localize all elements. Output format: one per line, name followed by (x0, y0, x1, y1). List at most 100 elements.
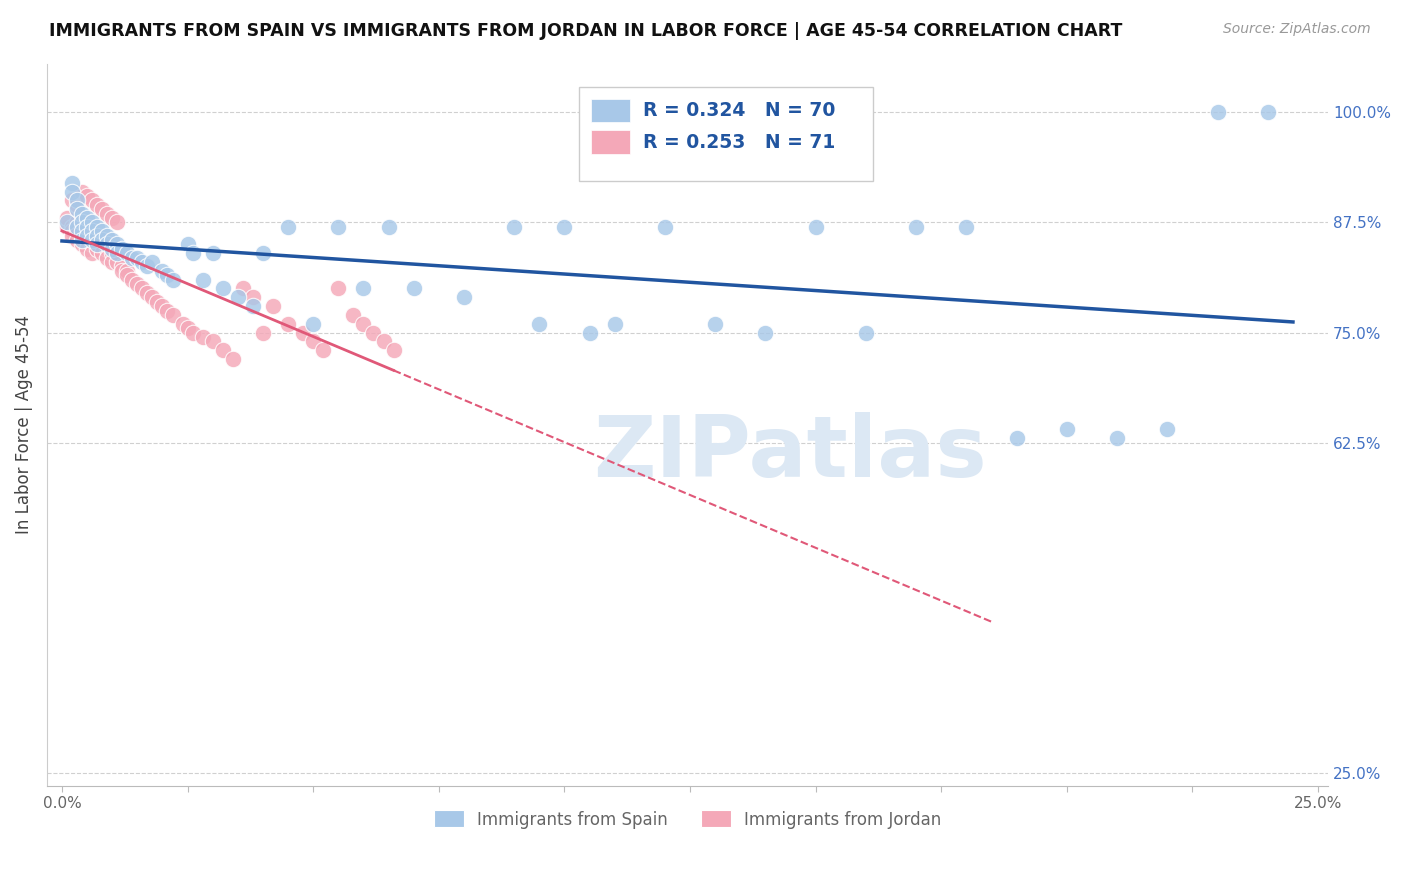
Point (70, 207, 93, 221)
Point (76, 219, 98, 234)
Point (86, 219, 108, 234)
Point (141, 290, 163, 304)
Bar (592, 99, 630, 122)
Text: R = 0.253   N = 71: R = 0.253 N = 71 (643, 133, 835, 152)
Point (262, 299, 284, 313)
Point (162, 308, 184, 322)
Point (127, 251, 149, 265)
Point (70, 215, 93, 229)
Point (277, 219, 299, 234)
Point (96, 237, 118, 252)
Point (131, 255, 153, 269)
Point (242, 299, 264, 313)
Point (328, 219, 350, 234)
Point (578, 326, 600, 340)
Point (86, 228, 108, 243)
Point (86, 233, 108, 247)
Point (136, 285, 159, 300)
Point (70, 233, 93, 247)
Point (754, 326, 776, 340)
Point (82, 233, 104, 247)
Point (105, 237, 128, 252)
Point (91, 246, 114, 260)
Point (76, 242, 98, 256)
Point (66, 233, 89, 247)
Point (292, 326, 315, 340)
Point (312, 343, 335, 357)
Text: Source: ZipAtlas.com: Source: ZipAtlas.com (1223, 22, 1371, 37)
Point (96, 228, 118, 243)
Point (86, 198, 108, 212)
Point (181, 326, 204, 340)
Point (242, 290, 264, 304)
Point (76, 189, 98, 203)
Point (60, 194, 83, 208)
Point (60, 176, 83, 190)
Point (66, 194, 89, 208)
Legend: Immigrants from Spain, Immigrants from Jordan: Immigrants from Spain, Immigrants from J… (427, 804, 948, 835)
Point (91, 202, 114, 217)
Point (70, 185, 93, 199)
Point (162, 273, 184, 287)
Point (382, 343, 405, 357)
Point (76, 228, 98, 243)
Point (176, 321, 198, 335)
Point (60, 219, 83, 234)
Point (1257, 105, 1279, 120)
Point (855, 326, 877, 340)
Point (352, 317, 374, 331)
Point (101, 233, 124, 247)
Point (117, 264, 139, 278)
Point (111, 242, 134, 256)
Point (82, 194, 104, 208)
Point (60, 185, 83, 199)
Point (105, 255, 128, 269)
Point (96, 251, 118, 265)
Point (96, 207, 118, 221)
Point (66, 198, 89, 212)
Point (111, 260, 134, 274)
Point (60, 224, 83, 238)
Y-axis label: In Labor Force | Age 45-54: In Labor Force | Age 45-54 (15, 316, 32, 534)
Point (201, 334, 224, 349)
Point (121, 273, 143, 287)
Point (56, 215, 79, 229)
Point (156, 303, 179, 318)
Point (146, 294, 169, 309)
Point (176, 237, 198, 252)
Point (172, 317, 194, 331)
Point (70, 219, 93, 234)
Point (252, 326, 274, 340)
Point (1005, 431, 1028, 445)
Point (302, 334, 325, 349)
Point (105, 215, 128, 229)
Point (704, 317, 727, 331)
Point (111, 264, 134, 278)
Point (76, 233, 98, 247)
Point (211, 281, 233, 295)
Point (191, 273, 214, 287)
Point (66, 224, 89, 238)
Point (328, 281, 350, 295)
Point (804, 219, 827, 234)
Point (342, 308, 364, 322)
Point (82, 215, 104, 229)
Point (156, 268, 179, 283)
Point (82, 237, 104, 252)
Point (553, 219, 575, 234)
Point (136, 260, 159, 274)
Point (70, 224, 93, 238)
Text: ZIPatlas: ZIPatlas (593, 412, 987, 495)
Point (232, 281, 254, 295)
Point (1156, 422, 1178, 436)
Point (96, 242, 118, 256)
Point (101, 211, 124, 225)
Point (101, 246, 124, 260)
Point (363, 326, 385, 340)
Point (105, 246, 128, 260)
Text: IMMIGRANTS FROM SPAIN VS IMMIGRANTS FROM JORDAN IN LABOR FORCE | AGE 45-54 CORRE: IMMIGRANTS FROM SPAIN VS IMMIGRANTS FROM… (49, 22, 1122, 40)
Point (117, 268, 139, 283)
Point (60, 228, 83, 243)
Point (181, 246, 204, 260)
Point (503, 219, 526, 234)
